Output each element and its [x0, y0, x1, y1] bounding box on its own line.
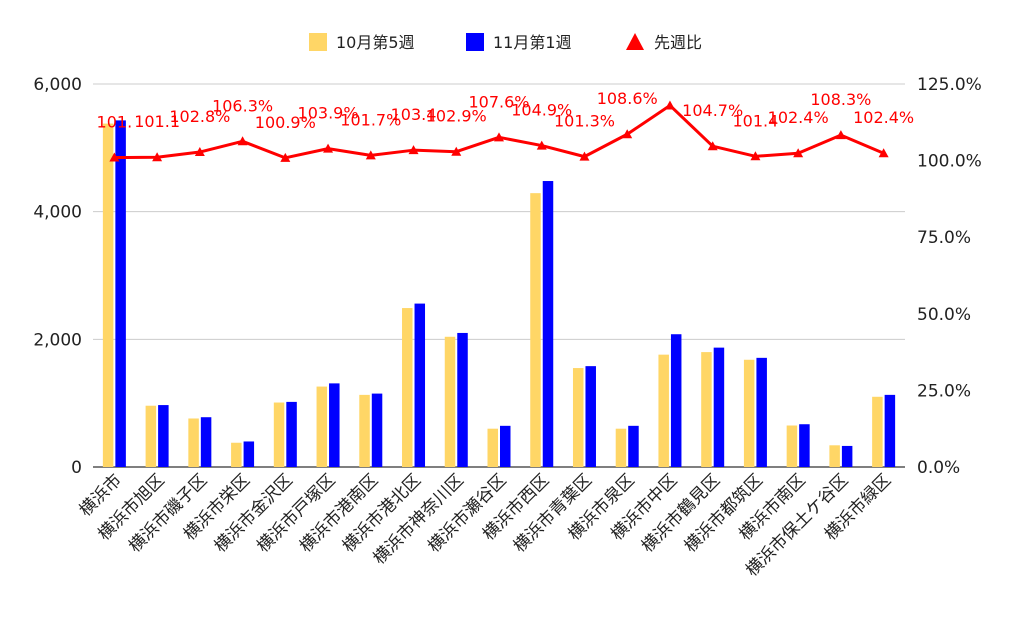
ratio-data-label: 101.1 [134, 112, 180, 131]
ratio-data-label: 106.3% [212, 96, 273, 115]
bar-11月第1週 [200, 417, 212, 467]
y-axis-left: 0 2,000 4,000 6,000 [33, 75, 82, 478]
bar-11月第1週 [756, 357, 767, 467]
ratio-data-label: 101.3% [554, 112, 615, 131]
legend-swatch-10月第5週 [309, 33, 327, 51]
bar-10月第5週 [615, 428, 627, 467]
bar-10月第5週 [572, 368, 584, 467]
ratio-data-label: 101. [97, 113, 133, 132]
ratio-point [664, 100, 675, 110]
ratio-data-label: 101.4 [733, 111, 779, 130]
ratio-data-label: 104.7% [682, 101, 743, 120]
legend: 10月第5週 11月第1週 先週比 [309, 33, 702, 52]
legend-label: 11月第1週 [493, 33, 572, 52]
ratio-point [451, 146, 462, 156]
bar-10月第5週 [273, 402, 285, 467]
ratio-data-label: 102.4% [853, 108, 914, 127]
ratio-point [536, 140, 547, 150]
ratio-point [878, 148, 889, 158]
y-right-tick-label: 100.0% [917, 152, 982, 172]
y-right-tick-label: 75.0% [917, 228, 971, 248]
bar-11月第1週 [115, 120, 126, 467]
ratio-point [835, 130, 846, 140]
y-right-tick-label: 0.0% [917, 458, 960, 478]
y-right-tick-label: 125.0% [917, 75, 982, 95]
ratio-point [793, 148, 804, 158]
legend-swatch-11月第1週 [466, 33, 484, 51]
bar-10月第5週 [872, 396, 883, 467]
y-right-tick-label: 50.0% [917, 305, 971, 325]
bar-10月第5週 [188, 418, 199, 467]
y-left-tick-label: 6,000 [33, 75, 82, 95]
ratio-data-label: 108.6% [597, 89, 658, 108]
ratio-point [579, 151, 590, 161]
ratio-data-label: 102.8% [169, 107, 230, 126]
bar-10月第5週 [658, 354, 669, 467]
bar-11月第1週 [628, 425, 639, 467]
bar-10月第5週 [487, 428, 498, 467]
ratio-data-label: 101.7% [340, 110, 401, 129]
ratio-point [750, 151, 761, 161]
bar-11月第1週 [713, 347, 725, 467]
legend-swatch-先週比 [626, 33, 644, 50]
ratio-point [152, 152, 163, 162]
bar-11月第1週 [884, 394, 896, 467]
y-left-tick-label: 0 [71, 458, 82, 478]
ratio-point [494, 132, 504, 142]
bar-11月第1週 [371, 393, 383, 467]
ratio-data-label: 103.9% [298, 104, 359, 123]
ratio-data-label: 100.9% [255, 113, 316, 132]
ratio-point [237, 136, 248, 146]
ratio-point [109, 152, 120, 162]
bar-11月第1週 [500, 425, 511, 467]
bar-11月第1週 [457, 332, 468, 467]
x-axis: 横浜市横浜市旭区横浜市磯子区横浜市栄区横浜市金沢区横浜市戸塚区横浜市港南区横浜市… [76, 470, 895, 580]
ratio-point [622, 129, 633, 139]
ratio-line: 101. 101.1102.8%106.3%100.9%103.9%101.7%1… [97, 89, 914, 162]
bar-10月第5週 [145, 405, 157, 467]
gridlines [93, 83, 905, 468]
y-right-tick-label: 25.0% [917, 381, 971, 401]
ratio-data-label: 102.9% [426, 107, 487, 126]
bar-10月第5週 [829, 445, 840, 467]
legend-label: 先週比 [654, 33, 702, 52]
bar-11月第1週 [670, 334, 682, 467]
y-left-tick-label: 2,000 [33, 330, 82, 350]
bar-11月第1週 [542, 181, 554, 467]
ratio-point [323, 143, 334, 153]
bar-11月第1週 [243, 441, 255, 467]
bar-10月第5週 [444, 336, 456, 467]
bars [102, 120, 896, 468]
bar-11月第1週 [585, 366, 596, 467]
bar-10月第5週 [743, 359, 755, 467]
bar-11月第1週 [329, 383, 340, 467]
bar-11月第1週 [158, 405, 169, 467]
bar-10月第5週 [231, 442, 242, 467]
bar-10月第5週 [316, 386, 328, 467]
legend-label: 10月第5週 [336, 33, 415, 52]
y-axis-right: 0.0% 25.0% 50.0% 75.0% 100.0% 125.0% [917, 75, 982, 478]
bar-11月第1週 [286, 401, 297, 467]
bar-10月第5週 [359, 394, 370, 467]
ratio-data-label: 104.9% [511, 101, 572, 120]
bar-11月第1週 [841, 445, 853, 467]
ratio-data-label: 103.4 [391, 105, 437, 124]
bar-10月第5週 [701, 352, 712, 467]
ratio-data-label: 107.6% [468, 92, 529, 111]
bar-10月第5週 [786, 425, 798, 467]
ratio-point [707, 141, 718, 151]
bar-10月第5週 [530, 193, 541, 467]
bar-11月第1週 [414, 303, 426, 467]
y-left-tick-label: 4,000 [33, 203, 82, 223]
ratio-point [408, 145, 419, 155]
ratio-data-label: 108.3% [810, 90, 871, 109]
ratio-point [280, 152, 291, 162]
bar-11月第1週 [799, 424, 810, 467]
ratio-data-label: 102.4% [768, 108, 829, 127]
ratio-point [194, 147, 205, 157]
ratio-point [365, 150, 376, 160]
bar-10月第5週 [102, 123, 114, 468]
bar-10月第5週 [402, 308, 413, 467]
